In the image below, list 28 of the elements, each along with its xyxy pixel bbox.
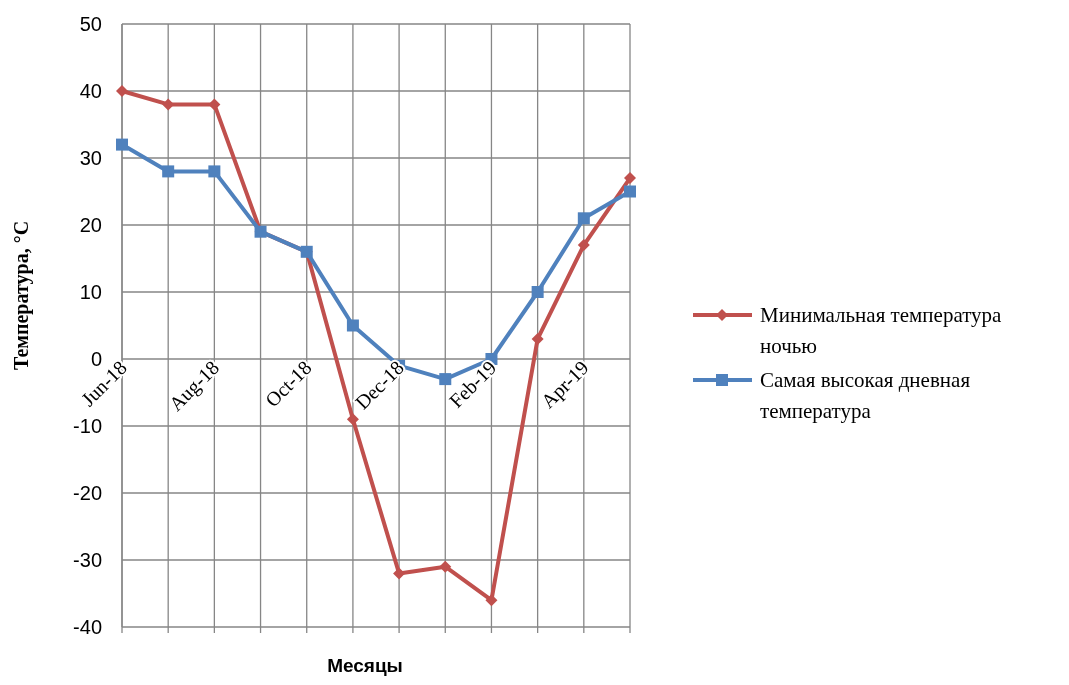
y-tick-label: -30	[73, 549, 102, 571]
y-tick-label: 10	[79, 281, 102, 303]
point	[116, 85, 128, 97]
y-tick-label: 30	[79, 147, 102, 169]
point	[439, 560, 452, 573]
point	[346, 319, 359, 332]
x-axis-title: Месяцы	[327, 655, 403, 676]
legend-label: Самая высокая дневная температура	[760, 368, 971, 424]
point	[346, 413, 359, 426]
y-tick-label: -20	[73, 482, 102, 504]
point	[624, 185, 636, 198]
point	[624, 172, 636, 185]
point	[531, 286, 544, 298]
point	[485, 594, 498, 607]
y-tick-label: 40	[79, 80, 102, 102]
point	[162, 165, 175, 178]
point	[116, 138, 128, 151]
y-tick-label: 20	[79, 214, 102, 236]
point	[393, 567, 406, 580]
point	[577, 212, 590, 225]
y-tick-label: 50	[79, 13, 102, 35]
point	[577, 239, 590, 252]
legend-label: Минимальная температура ночью	[760, 303, 1003, 359]
point	[531, 332, 544, 345]
y-tick-label: -10	[73, 415, 102, 437]
y-tick-label: -40	[73, 616, 102, 638]
point	[208, 165, 221, 178]
y-axis-title: Температура, °C	[10, 220, 33, 371]
